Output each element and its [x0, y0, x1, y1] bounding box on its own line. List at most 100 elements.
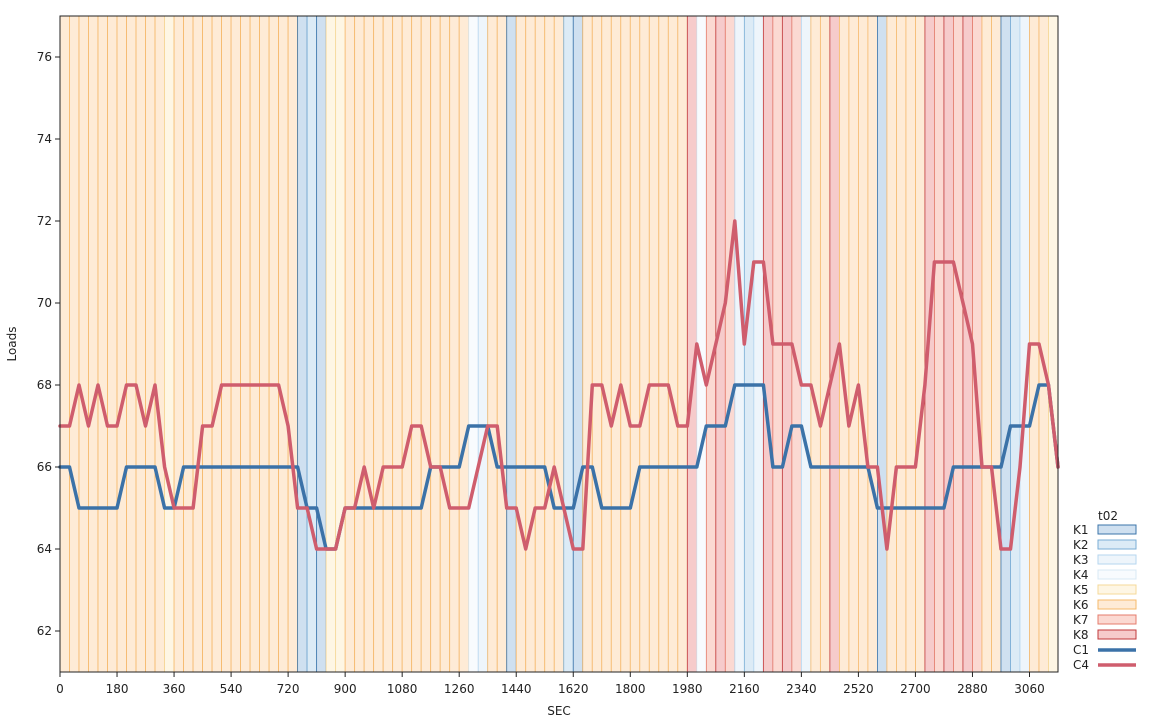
- band-k6-1560: [553, 15, 565, 673]
- legend-swatch-k4: [1097, 569, 1137, 580]
- band-k6-2910: [981, 15, 992, 673]
- legend-label-c4: C4: [1073, 658, 1089, 672]
- band-k6-1650: [582, 15, 593, 673]
- legend-swatch-k7: [1097, 614, 1137, 625]
- x-tick-label-1260: 1260: [444, 682, 475, 696]
- band-k6-390: [183, 15, 194, 673]
- band-k6-2490: [848, 15, 859, 673]
- band-k6-600: [249, 15, 261, 673]
- y-axis: 62 64 66 68 70 72 74 76: [37, 50, 60, 638]
- legend-label-k3: K3: [1073, 553, 1089, 567]
- legend-title: t02: [1098, 509, 1118, 523]
- band-k6-1050: [392, 15, 403, 673]
- band-k6-1950: [677, 15, 688, 673]
- band-k5-840: [325, 15, 337, 673]
- band-k6-420: [192, 15, 203, 673]
- y-tick-label-76: 76: [37, 50, 52, 64]
- x-tick-label-2160: 2160: [729, 682, 760, 696]
- band-k6-1740: [610, 15, 622, 673]
- band-k6-1140: [420, 15, 432, 673]
- band-k6-570: [240, 15, 251, 673]
- x-axis: 0 180 360 540 720 900 1080 1260 1440 1620 1800 1980…: [56, 672, 1045, 696]
- legend-label-k5: K5: [1073, 583, 1089, 597]
- x-tick-label-540: 540: [220, 682, 243, 696]
- legend-label-c1: C1: [1073, 643, 1089, 657]
- band-k6-510: [221, 15, 232, 673]
- band-k6-1920: [667, 15, 679, 673]
- band-k6-2700: [915, 15, 926, 673]
- legend-swatch-k6: [1097, 599, 1137, 610]
- band-k6-2670: [905, 15, 916, 673]
- x-tick-label-1980: 1980: [672, 682, 703, 696]
- band-k6-1470: [525, 15, 536, 673]
- x-tick-label-2340: 2340: [786, 682, 817, 696]
- plot-frame: [59, 15, 1059, 673]
- band-k1-750: [297, 15, 308, 673]
- band-k6-210: [126, 15, 137, 673]
- x-tick-label-720: 720: [277, 682, 300, 696]
- legend-swatch-k2: [1097, 539, 1137, 550]
- band-k6-360: [173, 15, 184, 673]
- x-tick-label-1800: 1800: [615, 682, 646, 696]
- y-axis-title: Loads: [5, 326, 19, 361]
- x-tick-label-900: 900: [334, 682, 357, 696]
- band-k6-60: [78, 15, 89, 673]
- band-k6-2550: [867, 15, 878, 673]
- band-k6-2640: [896, 15, 907, 673]
- band-k6-120: [97, 15, 108, 673]
- x-tick-label-1440: 1440: [501, 682, 532, 696]
- band-k6-540: [230, 15, 241, 673]
- band-k1-2970: [1000, 15, 1011, 673]
- band-k8-2790: [943, 15, 954, 673]
- band-k7-2760: [934, 15, 945, 673]
- x-tick-label-1620: 1620: [558, 682, 589, 696]
- band-k3-1320: [477, 15, 489, 673]
- legend-label-k8: K8: [1073, 628, 1089, 642]
- band-k6-990: [373, 15, 384, 673]
- band-k6-0: [59, 15, 70, 673]
- band-k5-870: [335, 15, 346, 673]
- series-line-c4: [58, 219, 1060, 551]
- band-k1-2580: [877, 15, 888, 673]
- band-k6-270: [145, 15, 156, 673]
- legend-swatch-k5: [1097, 584, 1137, 595]
- band-k6-1110: [411, 15, 422, 673]
- band-k6-150: [107, 15, 118, 673]
- band-k6-1530: [544, 15, 555, 673]
- band-k4-1290: [468, 15, 479, 673]
- band-k6-1200: [439, 15, 451, 673]
- band-k2-1590: [563, 15, 574, 673]
- y-tick-label-74: 74: [37, 132, 52, 146]
- legend-label-k1: K1: [1073, 523, 1089, 537]
- band-k6-930: [354, 15, 365, 673]
- band-k6-480: [211, 15, 222, 673]
- y-tick-label-68: 68: [37, 378, 52, 392]
- band-k6-1680: [591, 15, 603, 673]
- band-k6-690: [278, 15, 289, 673]
- band-k6-30: [69, 15, 80, 673]
- band-k6-1500: [534, 15, 546, 673]
- band-k6-1890: [658, 15, 669, 673]
- band-k6-2610: [886, 15, 897, 673]
- x-tick-label-1080: 1080: [387, 682, 418, 696]
- band-k6-90: [88, 15, 99, 673]
- band-k2-780: [306, 15, 318, 673]
- band-k6-720: [287, 15, 299, 673]
- x-tick-label-0: 0: [56, 682, 64, 696]
- band-k6-2940: [991, 15, 1002, 673]
- band-k3-2340: [800, 15, 812, 673]
- legend-swatch-k8: [1097, 629, 1137, 640]
- band-k1-1410: [506, 15, 517, 673]
- y-tick-label-70: 70: [37, 296, 52, 310]
- band-k6-2520: [858, 15, 869, 673]
- band-k6-1710: [601, 15, 612, 673]
- band-k7-2100: [724, 15, 736, 673]
- x-tick-label-2880: 2880: [957, 682, 988, 696]
- band-k6-1260: [458, 15, 470, 673]
- legend-label-k7: K7: [1073, 613, 1089, 627]
- band-k5-3120: [1048, 15, 1059, 673]
- band-k6-1440: [515, 15, 527, 673]
- band-k6-1770: [620, 15, 631, 673]
- series-lines: [58, 219, 1060, 551]
